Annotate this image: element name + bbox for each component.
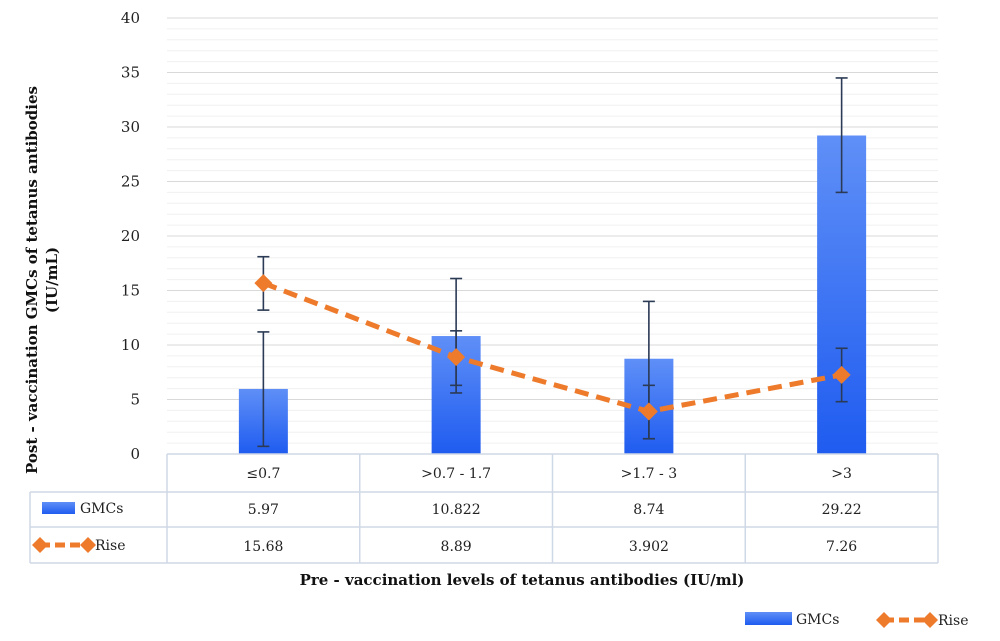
y-tick-label: 25 [121, 173, 140, 191]
rise-line [262, 280, 843, 415]
rise-marker [447, 348, 466, 367]
table-row-header-rise: Rise [95, 538, 126, 554]
y-tick-label: 15 [121, 282, 140, 300]
rise-series [254, 255, 851, 440]
y-tick-label: 20 [121, 227, 140, 245]
table-cell-gmc: 5.97 [248, 502, 279, 518]
table-cell-rise: 7.26 [826, 539, 857, 555]
grid-lines [167, 17, 938, 455]
table-cell-gmc: 10.822 [432, 502, 481, 518]
legend-gmc-label: GMCs [796, 612, 839, 628]
legend-rise-label: Rise [938, 613, 969, 629]
data-table: ≤0.7 >0.7 - 1.7 >1.7 - 3 >3 GMCs Rise 5.97 10.8… [29, 453, 939, 564]
legend-rise-swatch [876, 612, 938, 628]
legend: GMCs Rise [745, 612, 969, 629]
gmc-error-bar [257, 331, 270, 448]
table-rise-swatch [32, 537, 96, 553]
x-tick-label: >3 [831, 466, 852, 482]
table-cell-rise: 8.89 [441, 539, 472, 555]
table-cell-rise: 15.68 [243, 539, 283, 555]
y-tick-label: 0 [130, 445, 140, 463]
y-tick-label: 40 [121, 9, 140, 27]
y-tick-label: 35 [121, 64, 140, 82]
rise-marker [639, 402, 658, 421]
y-tick-label: 5 [130, 391, 140, 409]
y-axis-title-line1: Post - vaccination GMCs of tetanus antib… [23, 86, 41, 474]
gmc-error-bar [835, 77, 848, 194]
x-axis-title: Pre - vaccination levels of tetanus anti… [300, 571, 745, 589]
gmc-bars [238, 135, 867, 454]
table-cell-rise: 3.902 [629, 539, 669, 555]
table-row-header-gmc: GMCs [80, 501, 123, 517]
table-gmc-swatch [42, 502, 75, 514]
y-tick-label: 10 [121, 336, 140, 354]
table-cell-gmc: 29.22 [822, 502, 862, 518]
rise-marker [832, 365, 851, 384]
x-tick-label: >0.7 - 1.7 [421, 466, 491, 482]
table-cell-gmc: 8.74 [633, 502, 664, 518]
legend-gmc-swatch [745, 612, 792, 625]
rise-marker [254, 274, 273, 293]
y-axis-title-line2: (IU/mL) [43, 247, 61, 313]
x-tick-label: ≤0.7 [246, 466, 280, 482]
y-tick-label: 30 [121, 118, 140, 136]
x-tick-label: >1.7 - 3 [621, 466, 678, 482]
y-axis-ticks: 0 5 10 15 20 25 30 35 40 [121, 9, 140, 463]
